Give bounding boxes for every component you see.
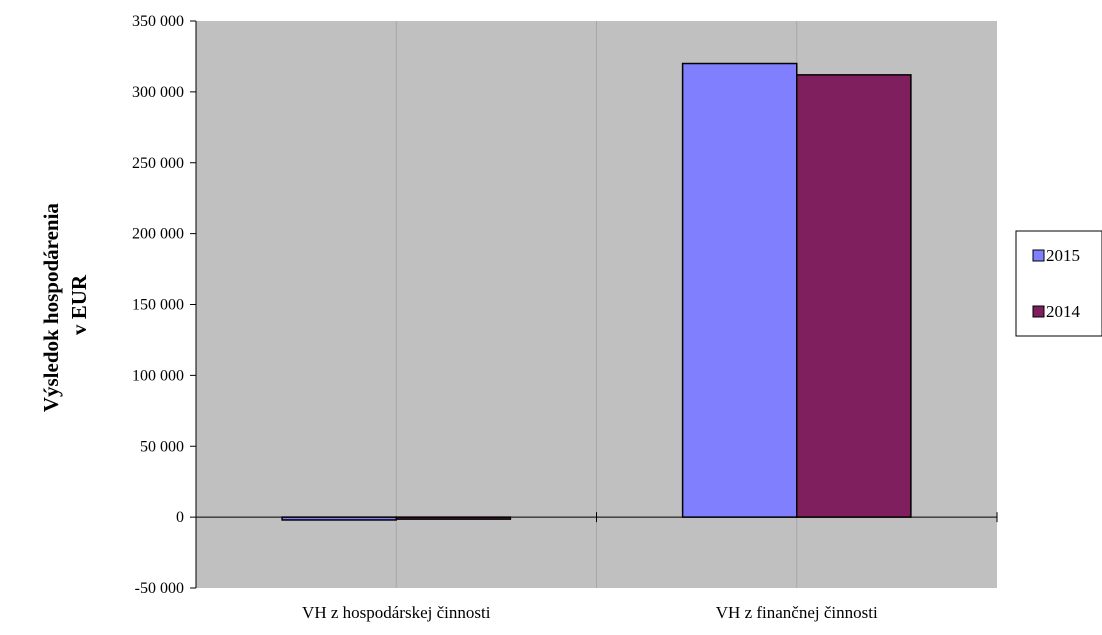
legend-swatch-2014 (1032, 305, 1045, 318)
legend-swatch-2015 (1032, 249, 1045, 262)
y-tick-label: 300 000 (132, 84, 184, 101)
y-tick-label: 150 000 (132, 297, 184, 314)
x-category-label: VH z finančnej činnosti (716, 603, 878, 622)
bar-2015-2 (681, 62, 798, 518)
bar-2014-2 (796, 74, 912, 518)
axes (190, 20, 998, 589)
y-tick-label: 50 000 (140, 438, 184, 455)
y-axis-label-line-2: v EUR (67, 274, 91, 335)
y-tick-label: 100 000 (132, 367, 184, 384)
y-axis-label: Výsledok hospodárenia v EUR (39, 198, 91, 412)
y-tick-label: 0 (176, 509, 184, 526)
legend-box (1015, 230, 1102, 337)
y-tick-label: -50 000 (135, 580, 184, 597)
x-category-labels: VH z hospodárskej činnosti VH z finančnej… (302, 603, 878, 622)
bars (281, 62, 912, 521)
x-category-label: VH z hospodárskej činnosti (302, 603, 491, 622)
y-tick-labels: 350 000 300 000 250 000 200 000 150 000 100 0… (132, 13, 184, 597)
y-axis-label-line-1: Výsledok hospodárenia (39, 203, 63, 413)
legend-label-2014: 2014 (1046, 302, 1081, 321)
y-tick-label: 200 000 (132, 226, 184, 243)
legend-label-2015: 2015 (1046, 246, 1080, 265)
y-tick-label: 250 000 (132, 155, 184, 172)
legend: 2015 2014 (1015, 230, 1102, 337)
y-tick-label: 350 000 (132, 13, 184, 30)
